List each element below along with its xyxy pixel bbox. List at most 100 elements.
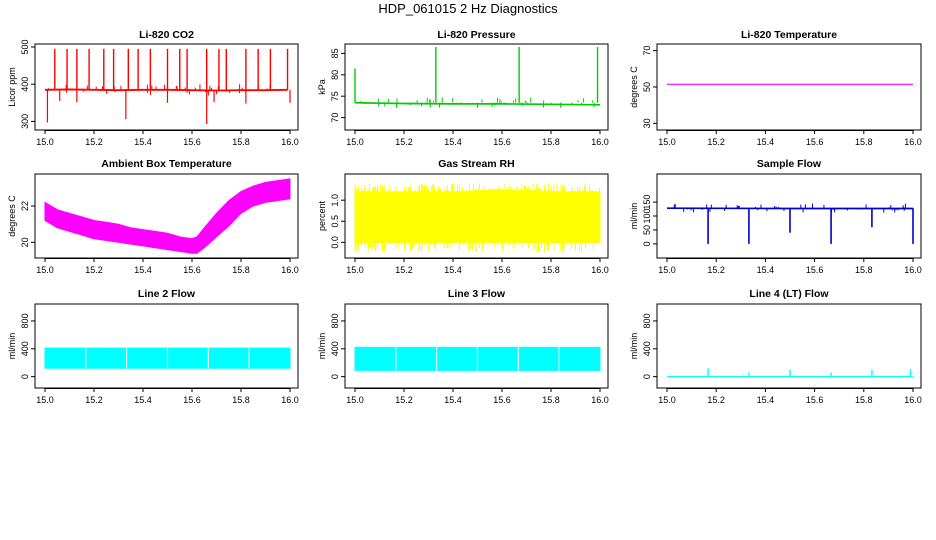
x-tick-label: 16.0 (591, 137, 609, 147)
x-tick-label: 15.8 (855, 137, 873, 147)
y-axis-label: percent (317, 200, 327, 231)
x-tick-label: 16.0 (591, 395, 609, 405)
chart-title: Line 3 Flow (448, 288, 506, 300)
x-tick-label: 15.6 (493, 395, 511, 405)
plot-frame (656, 173, 922, 259)
y-axis-label: ml/min (629, 333, 639, 360)
data-layer (44, 347, 291, 369)
plot-frame (344, 303, 609, 389)
y-tick-label: 500 (20, 39, 30, 54)
chart-title: Line 4 (LT) Flow (749, 288, 829, 300)
x-tick-label: 16.0 (281, 265, 299, 275)
y-tick-label: 300 (20, 114, 30, 129)
x-tick-label: 15.8 (542, 265, 560, 275)
y-tick-label: 50 (642, 82, 652, 92)
y-tick-label: 800 (330, 313, 340, 328)
x-tick-label: 15.2 (395, 137, 413, 147)
y-tick-label: 0.0 (330, 236, 340, 249)
x-tick-label: 16.0 (591, 265, 609, 275)
y-tick-label: 75 (330, 91, 340, 101)
y-axis-label: Licor ppm (7, 67, 17, 107)
y-tick-label: 150 (642, 195, 652, 210)
x-tick-label: 15.0 (36, 395, 54, 405)
chart-title: Sample Flow (757, 158, 822, 170)
x-tick-label: 15.4 (134, 395, 152, 405)
x-tick-label: 15.8 (232, 395, 250, 405)
data-layer (667, 368, 913, 378)
plot-frame (344, 43, 609, 131)
chart-box-temp: Ambient Box Temperature 15.0 15.2 15.4 15.6 1… (7, 158, 299, 275)
x-tick-label: 16.0 (904, 395, 922, 405)
x-tick-label: 15.4 (757, 265, 775, 275)
data-layer (44, 48, 291, 125)
x-tick-label: 15.4 (444, 137, 462, 147)
y-tick-label: 400 (20, 77, 30, 92)
y-tick-label: 0 (20, 374, 30, 379)
x-tick-label: 15.8 (232, 137, 250, 147)
y-tick-label: 400 (20, 341, 30, 356)
x-tick-label: 15.6 (806, 395, 824, 405)
chart-line3-flow: Line 3 Flow 15.0 15.2 15.4 15.6 15.8 16.0 0 400 8… (317, 288, 609, 405)
plot-frame (656, 303, 922, 389)
x-tick-label: 15.6 (806, 265, 824, 275)
chart-title: Line 2 Flow (138, 288, 196, 300)
data-layer (666, 203, 914, 244)
x-tick-label: 15.2 (395, 265, 413, 275)
chart-co2: Li-820 CO2 15.0 15.2 15.4 15.6 15.8 16.0 300 400… (7, 29, 299, 147)
x-tick-label: 15.8 (232, 265, 250, 275)
x-tick-label: 15.2 (707, 395, 725, 405)
y-tick-label: 85 (330, 48, 340, 58)
y-tick-label: 400 (642, 341, 652, 356)
data-layer (44, 178, 291, 254)
chart-title: Li-820 Temperature (741, 29, 837, 41)
x-tick-label: 15.0 (658, 395, 676, 405)
x-tick-label: 15.8 (542, 137, 560, 147)
x-tick-label: 16.0 (904, 265, 922, 275)
plot-frame (34, 303, 299, 389)
x-tick-label: 15.4 (757, 395, 775, 405)
y-tick-label: 400 (330, 341, 340, 356)
y-tick-label: 0 (642, 241, 652, 246)
x-tick-label: 15.4 (444, 395, 462, 405)
y-axis-label: ml/min (7, 333, 17, 360)
x-tick-label: 15.0 (658, 265, 676, 275)
x-tick-label: 15.2 (707, 265, 725, 275)
chart-licor-temp: Li-820 Temperature 15.0 15.2 15.4 15.6 15.8 16… (629, 29, 922, 147)
x-tick-label: 15.4 (757, 137, 775, 147)
figure-title: HDP_061015 2 Hz Diagnostics (378, 1, 558, 16)
x-tick-label: 15.4 (134, 265, 152, 275)
x-tick-label: 15.2 (395, 395, 413, 405)
y-tick-label: 0.5 (330, 215, 340, 228)
y-tick-label: 100 (642, 208, 652, 223)
x-tick-label: 15.4 (134, 137, 152, 147)
x-tick-label: 16.0 (281, 395, 299, 405)
y-tick-label: 30 (642, 118, 652, 128)
chart-title: Ambient Box Temperature (101, 158, 232, 170)
x-tick-label: 15.0 (346, 137, 364, 147)
x-tick-label: 15.0 (346, 395, 364, 405)
y-axis-label: degrees C (629, 66, 639, 108)
x-tick-label: 15.8 (855, 265, 873, 275)
data-layer (354, 346, 601, 371)
x-tick-label: 15.6 (183, 395, 201, 405)
series-band (44, 178, 291, 254)
x-tick-label: 15.8 (542, 395, 560, 405)
x-tick-label: 15.2 (85, 395, 103, 405)
y-tick-label: 1.0 (330, 194, 340, 207)
chart-title: Li-820 CO2 (139, 29, 194, 41)
y-tick-label: 50 (642, 225, 652, 235)
chart-line2-flow: Line 2 Flow 15.0 15.2 15.4 15.6 15.8 16.0 0 400 8… (7, 288, 299, 405)
x-tick-label: 15.2 (85, 137, 103, 147)
chart-title: Li-820 Pressure (437, 29, 515, 41)
y-axis-label: kPa (317, 79, 327, 95)
plot-frame (656, 43, 922, 131)
y-tick-label: 22 (20, 201, 30, 211)
x-tick-label: 15.0 (36, 265, 54, 275)
x-tick-label: 15.2 (707, 137, 725, 147)
y-tick-label: 70 (330, 113, 340, 123)
y-axis-label: ml/min (629, 203, 639, 230)
x-tick-label: 15.0 (346, 265, 364, 275)
x-tick-label: 16.0 (904, 137, 922, 147)
chart-pressure: Li-820 Pressure 15.0 15.2 15.4 15.6 15.8 16.0 7… (317, 29, 609, 147)
